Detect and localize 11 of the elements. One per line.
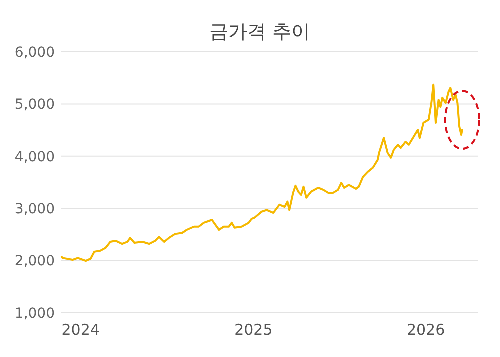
x-tick-label: 2025 [234,321,273,339]
x-tick-label: 2024 [62,321,100,339]
y-tick-label: 1,000 [14,306,55,322]
line-series [60,84,464,262]
y-tick-label: 4,000 [14,149,55,166]
y-tick-label: 2,000 [14,254,55,270]
chart-title: 금가격 추이 [209,21,311,43]
y-tick-label: 5,000 [14,97,55,114]
x-tick-label: 2026 [406,321,446,339]
y-tick-label: 3,000 [14,202,55,218]
y-tick-label: 6,000 [14,44,55,61]
